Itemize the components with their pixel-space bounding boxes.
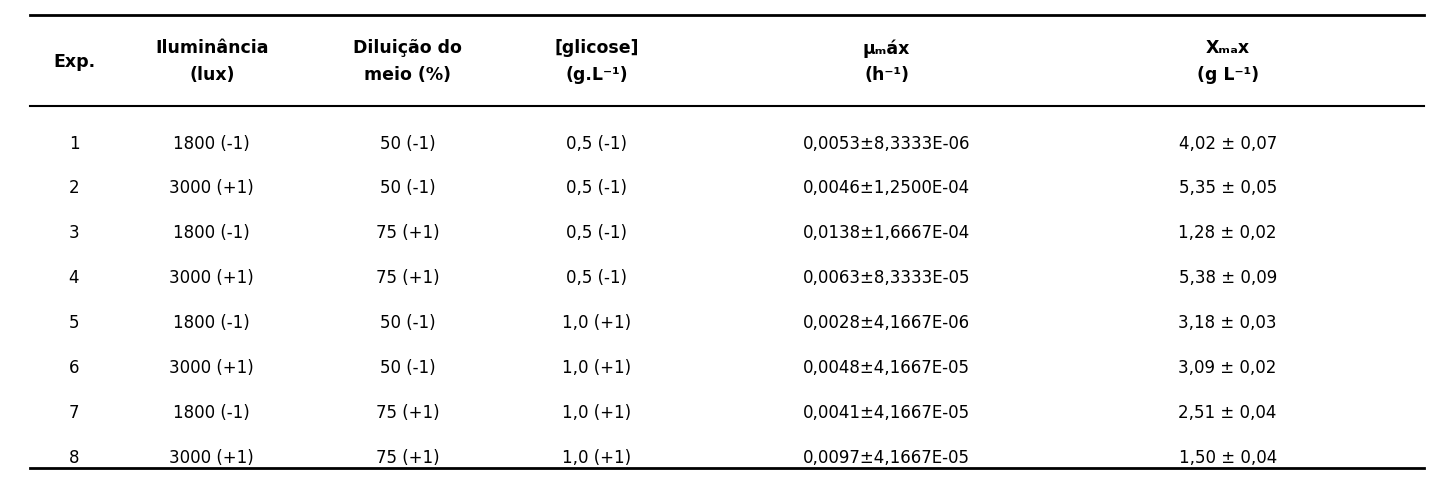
Text: 1,0 (+1): 1,0 (+1) [561,358,631,376]
Text: 8: 8 [68,448,79,466]
Text: 1,50 ± 0,04: 1,50 ± 0,04 [1179,448,1277,466]
Text: 0,5 (-1): 0,5 (-1) [566,269,627,287]
Text: 2: 2 [68,179,80,197]
Text: (lux): (lux) [189,66,234,84]
Text: 3,18 ± 0,03: 3,18 ± 0,03 [1178,313,1277,332]
Text: (h⁻¹): (h⁻¹) [864,66,909,84]
Text: 75 (+1): 75 (+1) [377,269,439,287]
Text: 0,0097±4,1667E-05: 0,0097±4,1667E-05 [803,448,970,466]
Text: 75 (+1): 75 (+1) [377,448,439,466]
Text: 1800 (-1): 1800 (-1) [173,313,250,332]
Text: 0,0048±4,1667E-05: 0,0048±4,1667E-05 [803,358,970,376]
Text: Xₘₐx: Xₘₐx [1205,39,1250,57]
Text: 0,5 (-1): 0,5 (-1) [566,224,627,242]
Text: 50 (-1): 50 (-1) [379,179,436,197]
Text: 5: 5 [68,313,79,332]
Text: 1: 1 [68,135,80,152]
Text: 3000 (+1): 3000 (+1) [170,358,254,376]
Text: meio (%): meio (%) [365,66,451,84]
Text: 3000 (+1): 3000 (+1) [170,448,254,466]
Text: 5,38 ± 0,09: 5,38 ± 0,09 [1179,269,1277,287]
Text: 5,35 ± 0,05: 5,35 ± 0,05 [1179,179,1277,197]
Text: Iluminância: Iluminância [156,39,269,57]
Text: 1,0 (+1): 1,0 (+1) [561,403,631,421]
Text: 0,0028±4,1667E-06: 0,0028±4,1667E-06 [803,313,970,332]
Text: 1,0 (+1): 1,0 (+1) [561,313,631,332]
Text: [glicose]: [glicose] [554,39,638,57]
Text: 1800 (-1): 1800 (-1) [173,135,250,152]
Text: 50 (-1): 50 (-1) [379,313,436,332]
Text: 50 (-1): 50 (-1) [379,358,436,376]
Text: 75 (+1): 75 (+1) [377,224,439,242]
Text: 3000 (+1): 3000 (+1) [170,269,254,287]
Text: 3: 3 [68,224,80,242]
Text: (g.L⁻¹): (g.L⁻¹) [566,66,628,84]
Text: Exp.: Exp. [52,53,95,71]
Text: 3000 (+1): 3000 (+1) [170,179,254,197]
Text: 0,0138±1,6667E-04: 0,0138±1,6667E-04 [803,224,970,242]
Text: 0,0046±1,2500E-04: 0,0046±1,2500E-04 [803,179,970,197]
Text: 1,28 ± 0,02: 1,28 ± 0,02 [1178,224,1277,242]
Text: 1800 (-1): 1800 (-1) [173,403,250,421]
Text: Diluição do: Diluição do [353,39,462,57]
Text: 4: 4 [68,269,79,287]
Text: 7: 7 [68,403,79,421]
Text: μₘáx: μₘáx [862,39,910,58]
Text: 2,51 ± 0,04: 2,51 ± 0,04 [1179,403,1277,421]
Text: 0,0063±8,3333E-05: 0,0063±8,3333E-05 [803,269,970,287]
Text: 50 (-1): 50 (-1) [379,135,436,152]
Text: 4,02 ± 0,07: 4,02 ± 0,07 [1179,135,1277,152]
Text: 0,5 (-1): 0,5 (-1) [566,179,627,197]
Text: 1800 (-1): 1800 (-1) [173,224,250,242]
Text: 0,5 (-1): 0,5 (-1) [566,135,627,152]
Text: 0,0041±4,1667E-05: 0,0041±4,1667E-05 [803,403,970,421]
Text: 6: 6 [68,358,79,376]
Text: 0,0053±8,3333E-06: 0,0053±8,3333E-06 [803,135,970,152]
Text: 3,09 ± 0,02: 3,09 ± 0,02 [1179,358,1277,376]
Text: (g L⁻¹): (g L⁻¹) [1197,66,1259,84]
Text: 75 (+1): 75 (+1) [377,403,439,421]
Text: 1,0 (+1): 1,0 (+1) [561,448,631,466]
